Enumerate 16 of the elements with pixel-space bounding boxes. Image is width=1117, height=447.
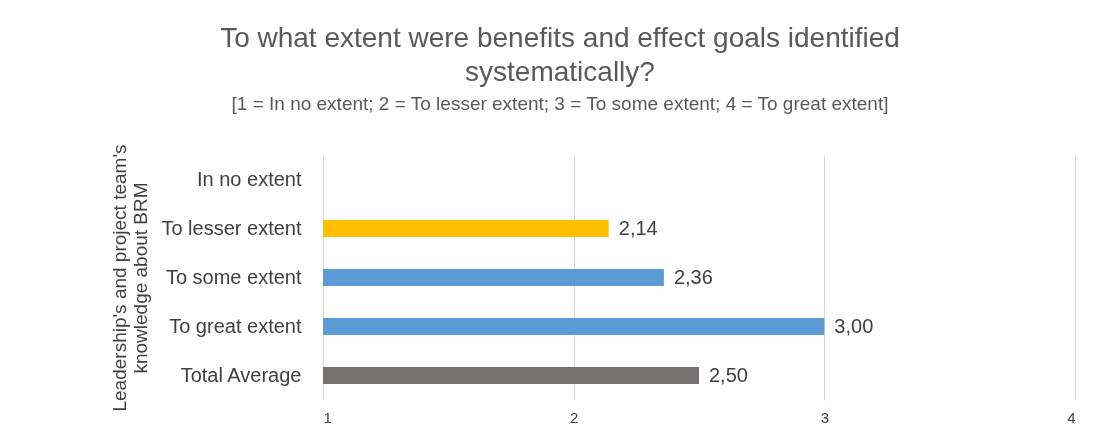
x-tick-label: 3	[820, 408, 830, 426]
y-tick-label: Total Average	[180, 363, 302, 386]
y-tick-label: To great extent	[169, 314, 302, 337]
x-tick-label: 4	[1067, 408, 1076, 426]
y-tick-label: To some extent	[165, 265, 302, 288]
data-label: 3,00	[834, 314, 874, 337]
y-tick-label: To lesser extent	[161, 216, 302, 239]
data-label: 2,50	[709, 363, 748, 386]
y-axis-title: Leadership's and project team's knowledge about BRM	[109, 144, 152, 412]
data-label: 2,14	[618, 216, 658, 239]
chart-subtitle: [1 = In no extent; 2 = To lesser extent; 3 = To some extent; 4 = To great extent]	[231, 92, 889, 114]
y-tick-label: In no extent	[196, 167, 302, 190]
x-tick-label: 2	[569, 408, 579, 426]
data-label: 2,36	[673, 265, 713, 288]
x-tick-label: 1	[323, 408, 332, 426]
chart-title: To what extent were benefits and effect goals identified systematically?	[220, 21, 900, 87]
